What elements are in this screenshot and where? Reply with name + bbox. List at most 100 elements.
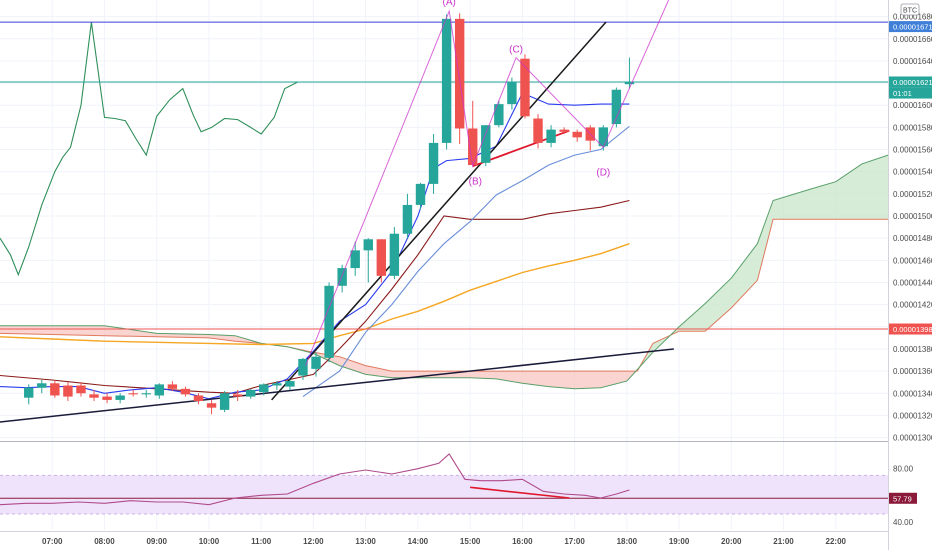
candle-body-1 [37, 383, 47, 388]
trendline-1 [271, 21, 607, 401]
time-tick-11: 18:00 [617, 537, 638, 546]
candle-body-22 [311, 356, 321, 369]
price-tick-4: 0.00001600 [893, 101, 932, 110]
candle-body-8 [128, 393, 138, 395]
rsi-pane [0, 441, 932, 515]
candle-body-37 [507, 81, 517, 105]
wave-label-1: (B) [469, 177, 482, 188]
time-tick-10: 17:00 [564, 537, 585, 546]
trendline-0 [0, 348, 674, 423]
price-tick-8: 0.00001520 [893, 190, 932, 199]
candle-body-19 [272, 383, 282, 386]
candle-body-17 [246, 389, 256, 397]
cloud-bull-area [637, 155, 888, 372]
candle-body-16 [232, 394, 243, 397]
candle-body-13 [193, 395, 204, 402]
candle-body-32 [441, 18, 452, 143]
price-tick-7: 0.00001540 [893, 168, 932, 177]
candle-body-24 [337, 268, 347, 286]
price-tick-13: 0.00001420 [893, 301, 932, 310]
candle-body-26 [363, 239, 373, 251]
price-tick-10: 0.00001480 [893, 234, 932, 243]
ichimoku-cloud [0, 154, 889, 390]
time-axis-bg [0, 531, 888, 550]
price-axis[interactable]: 0.000016800.000016600.000016400.00001620… [888, 0, 932, 550]
time-tick-0: 07:00 [42, 537, 63, 546]
time-axis[interactable]: 07:00 08:00 09:00 10:00 11:00 12:00 13:00 14:00… [0, 531, 888, 550]
rsi-tick-1: 40.00 [893, 518, 914, 527]
time-tick-1: 08:00 [94, 537, 115, 546]
price-tick-5: 0.00001580 [893, 123, 932, 132]
wave-label-0: (A) [443, 0, 456, 8]
candle-body-25 [350, 250, 360, 269]
candle-body-10 [154, 384, 165, 396]
time-tick-7: 14:00 [408, 537, 429, 546]
rsi-level-tag-bg [889, 492, 917, 504]
candle-body-36 [494, 104, 504, 126]
candle-body-27 [376, 239, 387, 276]
price-tag-2: 01:01 [893, 89, 912, 98]
price-tick-11: 0.00001460 [893, 256, 932, 265]
candle-body-33 [454, 18, 465, 129]
time-tick-12: 19:00 [669, 537, 690, 546]
candle-body-35 [481, 125, 491, 163]
cloud-span-b [0, 154, 889, 390]
candle-body-39 [533, 118, 543, 143]
price-tick-0: 0.00001680 [893, 13, 932, 22]
candle-body-21 [298, 358, 308, 376]
price-tag-0: 0.00001671 [893, 23, 932, 32]
candle-body-31 [428, 142, 439, 184]
candle-body-11 [167, 384, 178, 389]
price-tag-3: 0.00001398 [893, 325, 932, 334]
time-tick-8: 15:00 [460, 537, 481, 546]
symbol-badge [900, 3, 920, 16]
candle-body-29 [402, 204, 413, 234]
time-tick-5: 12:00 [303, 537, 324, 546]
candle-body-4 [76, 385, 86, 394]
price-tick-2: 0.00001640 [893, 57, 932, 66]
candle-body-18 [259, 384, 269, 393]
rsi-band [0, 475, 888, 514]
wave-pattern: (A) (B) (C) (D) [305, 0, 670, 366]
wave-path [305, 0, 670, 366]
candle-body-38 [520, 58, 530, 117]
candle-body-2 [50, 383, 60, 396]
rsi-level-tag: 57.79 [893, 494, 912, 503]
candle-body-30 [415, 183, 426, 205]
price-tag-bg-3 [889, 323, 932, 335]
time-tick-9: 16:00 [512, 537, 533, 546]
candle-body-28 [389, 233, 400, 276]
price-tag-bg-2 [889, 87, 932, 99]
candle-body-40 [546, 129, 556, 143]
wave-label-3: (D) [596, 168, 610, 179]
candle-body-42 [572, 131, 582, 138]
line-sma_yellow [0, 243, 630, 346]
price-tag-bg-0 [889, 21, 932, 33]
line-sma_maroon [0, 199, 630, 394]
time-tick-2: 09:00 [146, 537, 167, 546]
candle-body-3 [63, 385, 73, 397]
time-tick-14: 21:00 [773, 537, 794, 546]
price-tick-18: 0.00001320 [893, 411, 932, 420]
price-tick-12: 0.00001440 [893, 278, 932, 287]
candle-body-41 [559, 129, 569, 132]
price-tick-15: 0.00001380 [893, 345, 932, 354]
price-tick-17: 0.00001340 [893, 389, 932, 398]
candle-body-7 [115, 395, 125, 400]
candle-body-14 [206, 403, 217, 408]
candle-body-0 [24, 387, 34, 398]
candle-body-6 [102, 396, 112, 400]
price-tick-9: 0.00001500 [893, 212, 932, 221]
candle-body-9 [141, 393, 151, 395]
candle-body-12 [180, 388, 191, 395]
candle-body-20 [285, 381, 295, 387]
candle-body-34 [468, 128, 478, 166]
candles[interactable] [24, 13, 635, 415]
rsi-line [0, 453, 630, 506]
symbol-label: BTC [903, 8, 917, 15]
rsi-tick-0: 80.00 [893, 465, 914, 474]
candle-body-45 [611, 89, 622, 125]
price-tag-1: 0.00001621 [893, 78, 932, 87]
cloud-span-a [0, 218, 888, 372]
